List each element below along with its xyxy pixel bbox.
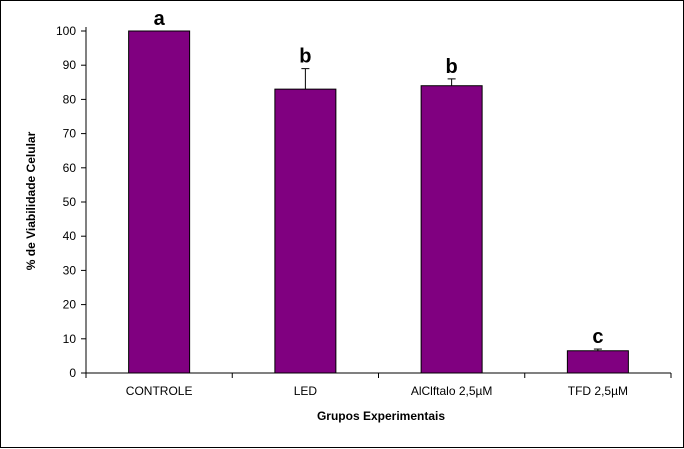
bar: [274, 88, 337, 374]
significance-letter: a: [154, 8, 166, 30]
significance-letters: a b b c: [154, 8, 604, 348]
x-tick-labels: CONTROLE LED AlClftalo 2,5µM TFD 2,5µM: [126, 384, 628, 398]
bar: [420, 85, 483, 374]
x-axis-title: Grupos Experimentais: [317, 409, 445, 423]
significance-letter: b: [299, 46, 311, 68]
y-tick-label: 20: [63, 298, 77, 312]
y-ticks: 0 10 20 30 40 50 60 70 80 90 100: [56, 24, 86, 380]
significance-letter: b: [446, 56, 458, 78]
y-tick-label: 90: [63, 58, 77, 72]
x-tick-label: AlClftalo 2,5µM: [411, 384, 493, 398]
bar: [128, 30, 191, 374]
y-axis-title: % de Viabilidade Celular: [24, 131, 38, 270]
y-tick-label: 0: [69, 366, 76, 380]
y-tick-label: 70: [63, 127, 77, 141]
y-tick-label: 50: [63, 195, 77, 209]
y-tick-label: 100: [56, 24, 76, 38]
x-tick-label: LED: [294, 384, 318, 398]
bar: [566, 350, 629, 374]
bars: [128, 30, 629, 374]
y-tick-label: 40: [63, 229, 77, 243]
y-tick-label: 10: [63, 332, 77, 346]
x-tick-label: CONTROLE: [126, 384, 193, 398]
y-tick-label: 30: [63, 263, 77, 277]
y-tick-label: 60: [63, 161, 77, 175]
x-tick-label: TFD 2,5µM: [568, 384, 628, 398]
y-tick-label: 80: [63, 92, 77, 106]
significance-letter: c: [592, 326, 603, 348]
